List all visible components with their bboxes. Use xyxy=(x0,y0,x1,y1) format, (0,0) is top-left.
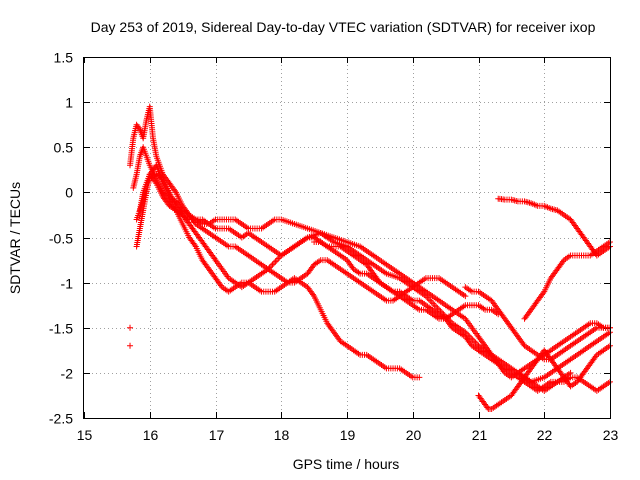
x-tick-label: 23 xyxy=(603,427,619,443)
data-points xyxy=(127,103,613,412)
data-point xyxy=(127,324,134,331)
data-point xyxy=(275,255,282,262)
x-tick-label: 19 xyxy=(340,427,356,443)
y-tick-label: 0 xyxy=(65,185,73,201)
data-point xyxy=(269,261,276,268)
x-tick-label: 18 xyxy=(274,427,290,443)
data-point xyxy=(272,258,279,265)
chart-title: Day 253 of 2019, Sidereal Day-to-day VTE… xyxy=(91,19,596,35)
data-point xyxy=(462,293,469,300)
y-axis-label: SDTVAR / TECUs xyxy=(7,182,23,294)
x-axis-label: GPS time / hours xyxy=(293,456,400,472)
x-tick-label: 17 xyxy=(209,427,225,443)
x-tick-label: 21 xyxy=(472,427,488,443)
y-tick-label: -1.5 xyxy=(49,321,73,337)
plot-frame xyxy=(83,57,611,419)
y-tick-label: 1.5 xyxy=(54,50,74,66)
x-tick-label: 15 xyxy=(77,427,93,443)
y-tick-label: 0.5 xyxy=(54,140,74,156)
grid xyxy=(84,57,610,418)
y-tick-label: -2 xyxy=(61,366,74,382)
x-tick-label: 16 xyxy=(143,427,159,443)
y-tick-label: -1 xyxy=(61,276,74,292)
data-point xyxy=(416,374,423,381)
y-tick-label: 1 xyxy=(65,95,73,111)
y-tick-label: -2.5 xyxy=(49,411,73,427)
x-tick-label: 20 xyxy=(406,427,422,443)
y-tick-label: -0.5 xyxy=(49,231,73,247)
x-tick-label: 22 xyxy=(537,427,553,443)
data-point xyxy=(127,342,134,349)
data-point xyxy=(273,257,280,264)
data-point xyxy=(270,260,277,267)
